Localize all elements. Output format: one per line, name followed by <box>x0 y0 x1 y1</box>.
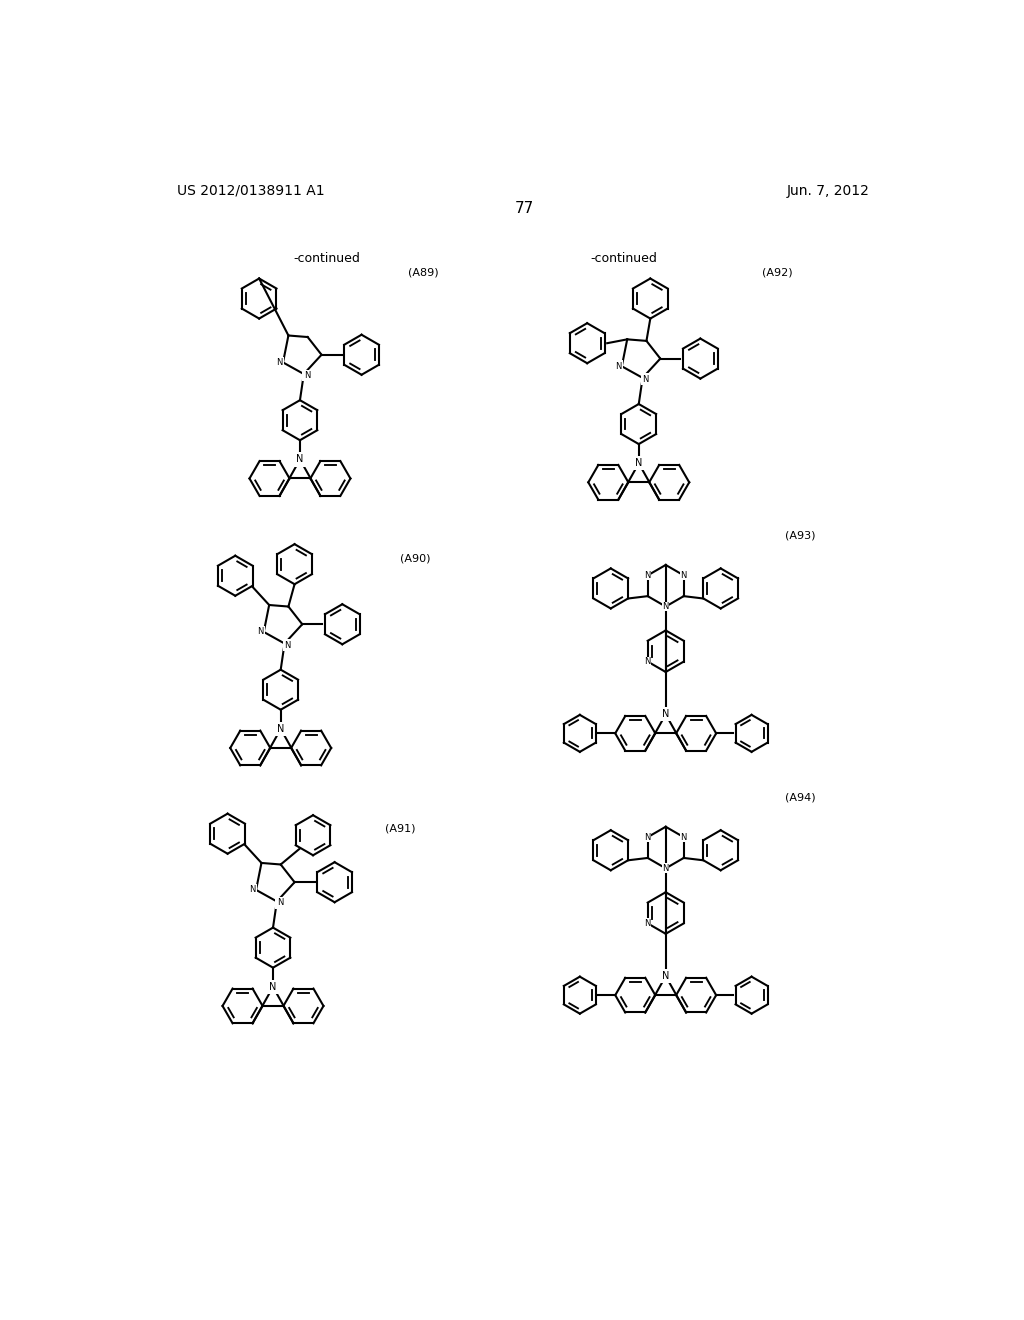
Text: N: N <box>269 982 276 991</box>
Text: N: N <box>663 602 669 611</box>
Text: (A91): (A91) <box>385 824 416 833</box>
Text: N: N <box>614 362 622 371</box>
Text: N: N <box>681 833 687 842</box>
Text: N: N <box>663 863 669 873</box>
Text: N: N <box>249 886 255 895</box>
Text: Jun. 7, 2012: Jun. 7, 2012 <box>786 183 869 198</box>
Text: N: N <box>278 723 285 734</box>
Text: (A90): (A90) <box>400 554 431 564</box>
Text: (A93): (A93) <box>785 531 816 541</box>
Text: (A92): (A92) <box>762 268 793 277</box>
Text: N: N <box>663 709 670 719</box>
Text: 77: 77 <box>515 201 535 216</box>
Text: N: N <box>644 657 651 667</box>
Text: N: N <box>681 570 687 579</box>
Text: (A94): (A94) <box>785 792 816 803</box>
Text: N: N <box>296 454 304 465</box>
Text: N: N <box>644 570 651 579</box>
Text: N: N <box>644 919 651 928</box>
Text: N: N <box>276 899 283 907</box>
Text: -continued: -continued <box>590 252 656 265</box>
Text: (A89): (A89) <box>408 268 438 277</box>
Text: N: N <box>257 627 263 636</box>
Text: N: N <box>642 375 649 384</box>
Text: -continued: -continued <box>294 252 360 265</box>
Text: N: N <box>285 640 291 649</box>
Text: N: N <box>635 458 642 469</box>
Text: US 2012/0138911 A1: US 2012/0138911 A1 <box>177 183 325 198</box>
Text: N: N <box>276 358 283 367</box>
Text: N: N <box>644 833 651 842</box>
Text: N: N <box>304 371 310 380</box>
Text: N: N <box>663 972 670 981</box>
